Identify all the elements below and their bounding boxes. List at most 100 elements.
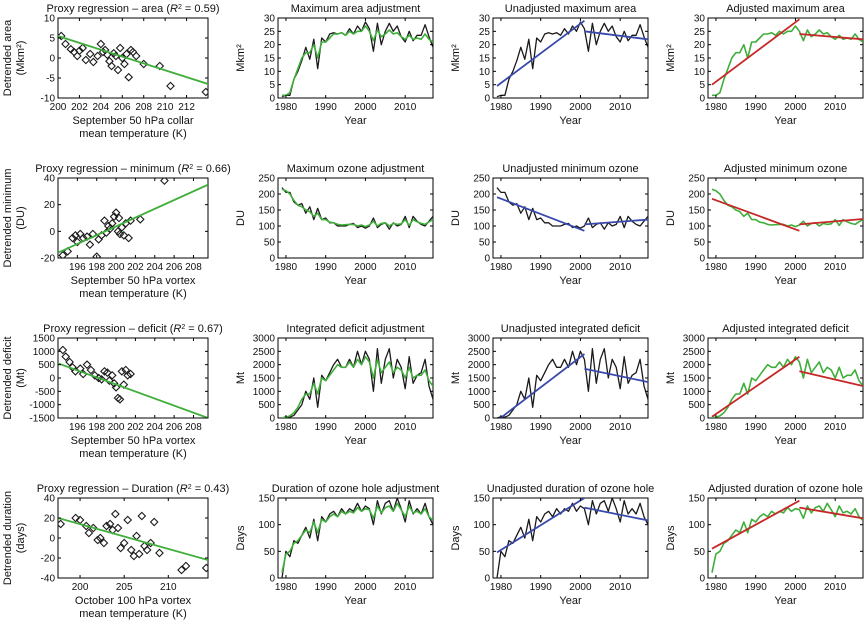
scatter-point	[90, 370, 100, 380]
y-tick-label: 25	[264, 27, 276, 38]
observed-series	[496, 348, 648, 418]
y-tick-label: 5	[269, 80, 275, 91]
scatter-point	[61, 39, 70, 49]
adjusted-series	[281, 502, 433, 573]
y-tick-label: 150	[688, 206, 705, 217]
plot-area	[58, 509, 208, 575]
y-axis-label: (Mt)	[15, 368, 27, 388]
y-axis-label: DU	[450, 210, 462, 226]
y-tick-label: 1000	[468, 387, 491, 398]
plot-frame	[707, 497, 864, 579]
y-tick-label: 0	[49, 227, 55, 238]
trend-line	[799, 506, 863, 520]
adjusted-series	[282, 25, 433, 97]
y-tick-label: 0	[269, 254, 275, 265]
plot-area	[496, 19, 648, 98]
x-axis-label: mean temperature (K)	[79, 288, 187, 300]
y-tick-label: 50	[694, 547, 706, 558]
panel-title: Unadjusted duration of ozone hole	[487, 483, 655, 495]
x-tick-label: 206	[166, 422, 183, 433]
scatter-point	[124, 233, 134, 243]
scatter-point	[96, 39, 106, 49]
x-tick-label: 1990	[530, 102, 553, 113]
trend-line	[799, 370, 863, 387]
plot-area	[496, 348, 648, 418]
y-tick-label: 0	[699, 94, 705, 105]
y-tick-label: -5	[46, 74, 55, 85]
y-tick-label: 50	[479, 547, 491, 558]
x-tick-label: 2010	[609, 422, 632, 433]
x-axis-label: Year	[774, 115, 797, 127]
y-axis-label: (DU)	[15, 206, 27, 229]
scatter-point	[166, 81, 175, 91]
y-tick-label: 0	[49, 54, 55, 65]
x-tick-label: 198	[88, 262, 105, 273]
r-squared-exponent: 2	[188, 484, 192, 491]
y-tick-label: 20	[479, 40, 491, 51]
y-tick-label: 2500	[683, 347, 706, 358]
x-tick-label: 202	[127, 422, 144, 433]
trend-line	[496, 196, 585, 232]
plot-area	[711, 355, 863, 418]
scatter-point	[102, 521, 111, 531]
x-tick-label: 1990	[315, 102, 338, 113]
trend-line	[584, 506, 648, 522]
scatter-point	[134, 549, 144, 559]
y-tick-label: 3000	[468, 334, 491, 345]
trend-line	[799, 33, 863, 41]
scatter-point	[113, 523, 123, 533]
x-axis-label: September 50 hPa collar	[72, 115, 193, 127]
plot-frame	[277, 497, 434, 579]
x-tick-label: 196	[69, 262, 86, 273]
scatter-point	[93, 51, 103, 61]
scatter-point	[92, 252, 102, 258]
x-tick-label: 1990	[745, 582, 768, 593]
y-axis-label: (days)	[15, 523, 27, 554]
y-axis-label: Detrended deficit	[2, 336, 14, 419]
scatter-point	[119, 230, 129, 240]
scatter-point	[149, 517, 159, 527]
y-tick-label: 25	[479, 27, 491, 38]
x-tick-label: 2000	[354, 102, 377, 113]
scatter-point	[58, 250, 68, 258]
x-axis-label: Year	[344, 435, 367, 447]
panel-r1c1: Proxy regression – area (R2 = 0.59)200 20…	[2, 3, 219, 140]
plot-area	[711, 499, 863, 573]
trend-line	[496, 19, 585, 87]
panel-title: Proxy regression – Duration (R2 = 0.43)	[37, 483, 230, 495]
scatter-point	[123, 515, 133, 525]
x-axis-label: Year	[559, 435, 582, 447]
y-tick-label: -500	[35, 387, 55, 398]
x-tick-label: 1990	[530, 422, 553, 433]
x-tick-label: 2000	[569, 422, 592, 433]
y-tick-label: 250	[688, 174, 705, 185]
r-squared-exponent: 2	[181, 324, 185, 331]
plot-frame	[492, 497, 649, 579]
x-tick-label: 2000	[784, 262, 807, 273]
trend-line	[584, 30, 648, 41]
plot-area	[711, 18, 863, 97]
y-tick-label: 1500	[683, 374, 706, 385]
x-tick-label: 2000	[354, 582, 377, 593]
x-tick-label: 2010	[824, 582, 847, 593]
scatter-point	[100, 216, 109, 226]
adjusted-series	[711, 355, 863, 418]
y-tick-label: 20	[44, 200, 56, 211]
plot-area	[281, 498, 433, 578]
x-tick-label: 2000	[569, 102, 592, 113]
scatter-point	[146, 538, 156, 548]
y-tick-label: 0	[699, 414, 705, 425]
x-tick-label: 1990	[530, 262, 553, 273]
plot-area	[281, 348, 433, 418]
y-tick-label: 0	[484, 414, 490, 425]
scatter-point	[201, 87, 208, 97]
x-tick-label: 2000	[784, 102, 807, 113]
y-tick-label: 3000	[253, 334, 276, 345]
r-squared-symbol: R	[181, 163, 189, 175]
x-axis-label: mean temperature (K)	[79, 448, 187, 460]
scatter-point	[107, 370, 117, 380]
panel-r2c4: Adjusted minimum ozone 1980 1990 2000 2010 0 5…	[665, 163, 864, 287]
panel-r3c2: Integrated deficit adjustment 1980 1990 200…	[235, 323, 434, 447]
